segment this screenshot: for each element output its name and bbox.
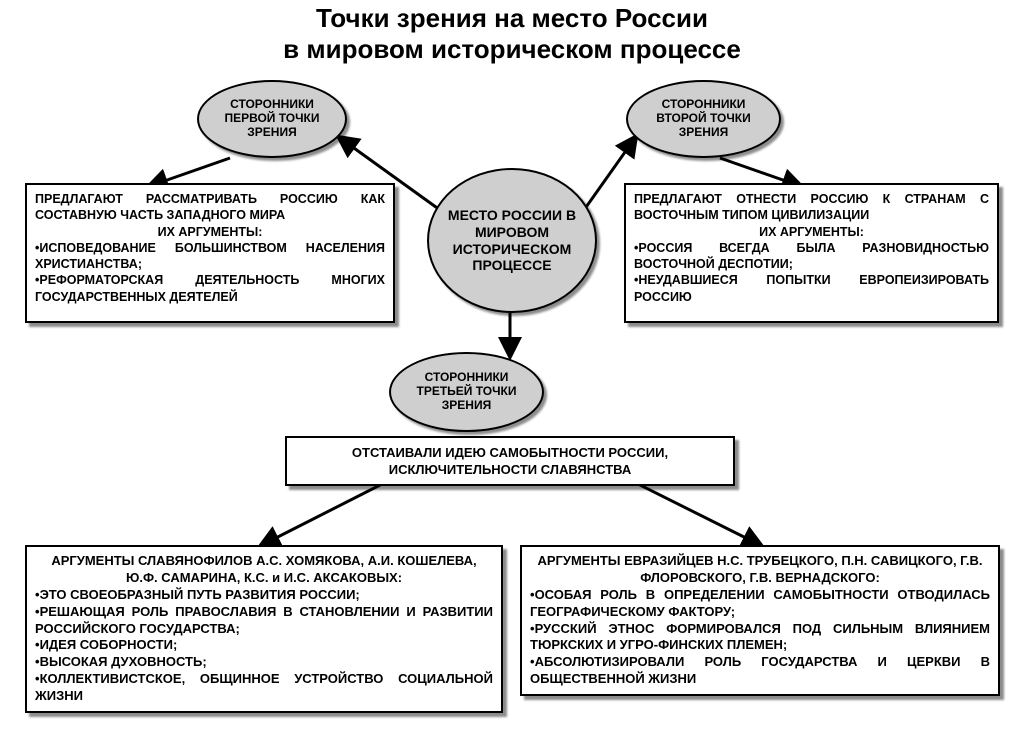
box-right-eastern: ПРЕДЛАГАЮТ ОТНЕСТИ РОССИЮ К СТРАНАМ С ВО… bbox=[624, 183, 999, 323]
box-bottom-right-eurasianists: АРГУМЕНТЫ ЕВРАЗИЙЦЕВ Н.С. ТРУБЕЦКОГО, П.… bbox=[520, 545, 1000, 696]
box-left-header: ПРЕДЛАГАЮТ РАССМАТРИВАТЬ РОССИЮ КАК СОСТ… bbox=[35, 191, 385, 224]
center-ellipse-label: МЕСТО РОССИИ В МИРОВОМ ИСТОРИЧЕСКОМ ПРОЦ… bbox=[429, 207, 595, 274]
box-left-bullet-0: •ИСПОВЕДОВАНИЕ БОЛЬШИНСТВОМ НАСЕЛЕНИЯ ХР… bbox=[35, 240, 385, 273]
box-bl-bullet-3: •ВЫСОКАЯ ДУХОВНОСТЬ; bbox=[35, 654, 493, 671]
box-bl-bullet-1: •РЕШАЮЩАЯ РОЛЬ ПРАВОСЛАВИЯ В СТАНОВЛЕНИИ… bbox=[35, 604, 493, 638]
box-bl-bullet-4: •КОЛЛЕКТИВИСТСКОЕ, ОБЩИННОЕ УСТРОЙСТВО С… bbox=[35, 671, 493, 705]
box-br-header: АРГУМЕНТЫ ЕВРАЗИЙЦЕВ Н.С. ТРУБЕЦКОГО, П.… bbox=[530, 553, 990, 587]
box-left-args-label: ИХ АРГУМЕНТЫ: bbox=[35, 224, 385, 240]
title-line-1: Точки зрения на место России bbox=[0, 3, 1024, 34]
box-bl-bullet-2: •ИДЕЯ СОБОРНОСТИ; bbox=[35, 637, 493, 654]
box-bl-bullet-0: •ЭТО СВОЕОБРАЗНЫЙ ПУТЬ РАЗВИТИЯ РОССИИ; bbox=[35, 587, 493, 604]
center-ellipse: МЕСТО РОССИИ В МИРОВОМ ИСТОРИЧЕСКОМ ПРОЦ… bbox=[427, 168, 597, 313]
box-left-western: ПРЕДЛАГАЮТ РАССМАТРИВАТЬ РОССИЮ КАК СОСТ… bbox=[25, 183, 395, 323]
box-left-bullet-1: •РЕФОРМАТОРСКАЯ ДЕЯТЕЛЬНОСТЬ МНОГИХ ГОСУ… bbox=[35, 272, 385, 305]
box-right-header: ПРЕДЛАГАЮТ ОТНЕСТИ РОССИЮ К СТРАНАМ С ВО… bbox=[634, 191, 989, 224]
viewpoint-3-ellipse: СТОРОННИКИ ТРЕТЬЕЙ ТОЧКИ ЗРЕНИЯ bbox=[389, 352, 544, 432]
viewpoint-2-label: СТОРОННИКИ ВТОРОЙ ТОЧКИ ЗРЕНИЯ bbox=[628, 98, 779, 139]
box-br-bullet-0: •ОСОБАЯ РОЛЬ В ОПРЕДЕЛЕНИИ САМОБЫТНОСТИ … bbox=[530, 587, 990, 621]
viewpoint-2-ellipse: СТОРОННИКИ ВТОРОЙ ТОЧКИ ЗРЕНИЯ bbox=[626, 80, 781, 158]
title-line-2: в мировом историческом процессе bbox=[0, 34, 1024, 65]
box-right-bullet-0: •РОССИЯ ВСЕГДА БЫЛА РАЗНОВИДНОСТЬЮ ВОСТО… bbox=[634, 240, 989, 273]
box-middle-identity: ОТСТАИВАЛИ ИДЕЮ САМОБЫТНОСТИ РОССИИ, ИСК… bbox=[285, 436, 735, 486]
page-title: Точки зрения на место России в мировом и… bbox=[0, 3, 1024, 65]
box-bl-header: АРГУМЕНТЫ СЛАВЯНОФИЛОВ А.С. ХОМЯКОВА, А.… bbox=[35, 553, 493, 587]
box-right-bullet-1: •НЕУДАВШИЕСЯ ПОПЫТКИ ЕВРОПЕИЗИРОВАТЬ РОС… bbox=[634, 272, 989, 305]
box-middle-header: ОТСТАИВАЛИ ИДЕЮ САМОБЫТНОСТИ РОССИИ, ИСК… bbox=[352, 445, 668, 477]
box-br-bullet-1: •РУССКИЙ ЭТНОС ФОРМИРОВАЛСЯ ПОД СИЛЬНЫМ … bbox=[530, 621, 990, 655]
viewpoint-3-label: СТОРОННИКИ ТРЕТЬЕЙ ТОЧКИ ЗРЕНИЯ bbox=[391, 371, 542, 412]
box-right-args-label: ИХ АРГУМЕНТЫ: bbox=[634, 224, 989, 240]
box-bottom-left-slavophiles: АРГУМЕНТЫ СЛАВЯНОФИЛОВ А.С. ХОМЯКОВА, А.… bbox=[25, 545, 503, 713]
viewpoint-1-ellipse: СТОРОННИКИ ПЕРВОЙ ТОЧКИ ЗРЕНИЯ bbox=[197, 80, 347, 158]
viewpoint-1-label: СТОРОННИКИ ПЕРВОЙ ТОЧКИ ЗРЕНИЯ bbox=[199, 98, 345, 139]
box-br-bullet-2: •АБСОЛЮТИЗИРОВАЛИ РОЛЬ ГОСУДАРСТВА И ЦЕР… bbox=[530, 654, 990, 688]
